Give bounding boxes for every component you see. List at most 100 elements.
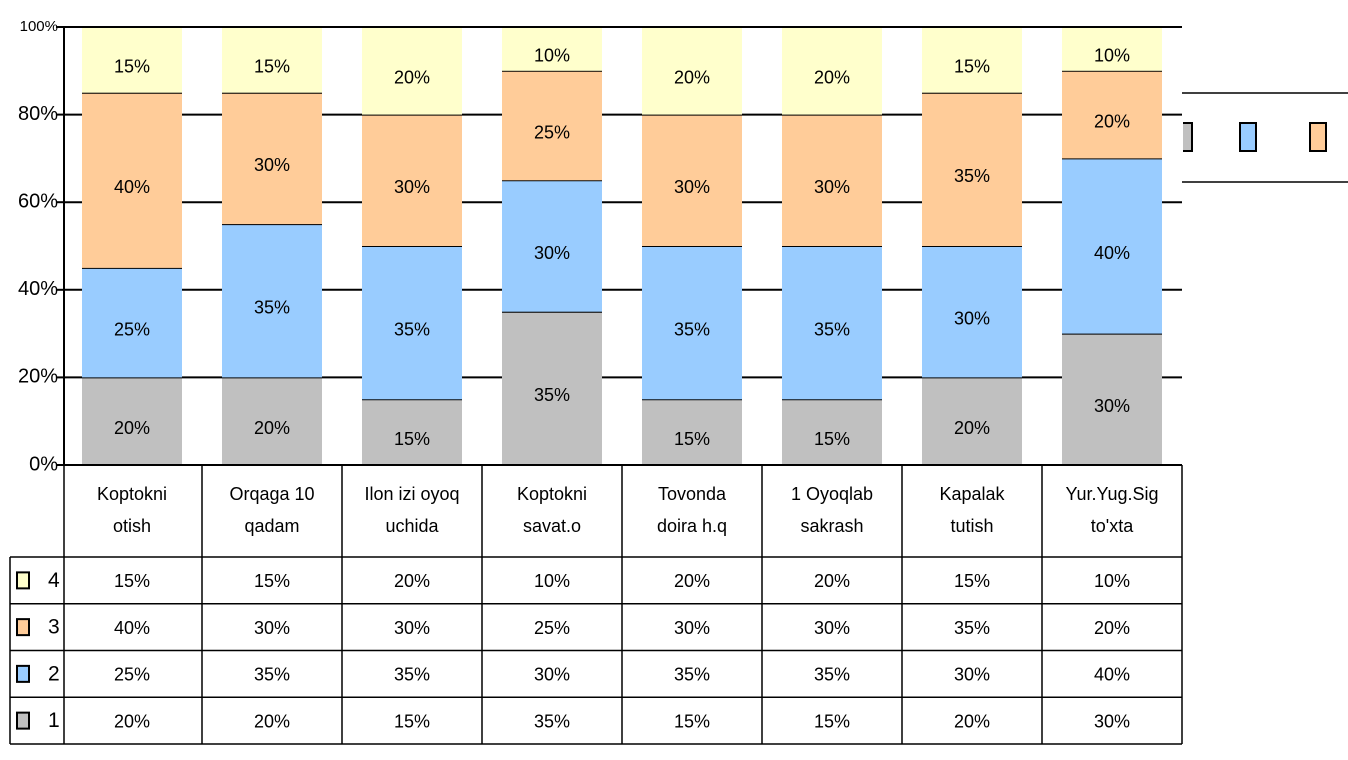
data-label: 30%	[674, 177, 710, 197]
table-cell: 15%	[394, 711, 430, 731]
category-label: 1 Oyoqlab sakrash	[790, 484, 874, 536]
bar-segment	[922, 377, 1022, 465]
table-cell: 15%	[674, 711, 710, 731]
bar-segment	[362, 114, 462, 246]
bar-segment	[82, 377, 182, 465]
legend-label: 1	[48, 709, 60, 732]
bar-segment	[1062, 70, 1162, 159]
bar-segment	[782, 246, 882, 400]
data-label: 20%	[1094, 111, 1130, 131]
table-cell: 15%	[814, 711, 850, 731]
table-cell: 20%	[1094, 618, 1130, 638]
bar-segment	[502, 311, 602, 465]
data-label: 15%	[114, 57, 150, 77]
table-cell: 30%	[394, 618, 430, 638]
table-cell: 30%	[814, 618, 850, 638]
bar-segment	[502, 180, 602, 312]
table-cell: 35%	[394, 665, 430, 685]
table-cell: 20%	[954, 711, 990, 731]
category-label: Yur.Yug.Sig to'xta	[1065, 484, 1159, 536]
category-label: Koptokni otish	[96, 484, 168, 536]
data-label: 15%	[674, 429, 710, 449]
legend-label: 3	[48, 616, 60, 639]
data-label: 30%	[814, 177, 850, 197]
bar-segment	[782, 114, 882, 246]
bar-segment	[362, 246, 462, 400]
bar-segment	[1062, 158, 1162, 334]
data-label: 40%	[114, 177, 150, 197]
data-label: 10%	[534, 46, 570, 66]
bar-segment	[782, 27, 882, 115]
bar-segment	[82, 27, 182, 93]
bar-segment	[922, 27, 1022, 93]
legend-key	[16, 571, 30, 590]
legend-label: 2	[48, 662, 60, 685]
y-tick-label: 20%	[18, 366, 58, 388]
table-cell: 20%	[394, 571, 430, 591]
y-tick-label: 60%	[18, 190, 58, 212]
y-tick-label: 80%	[18, 103, 58, 125]
bars: 20% 25% 40% 15% 20% 35% 30% 15% 15% 35% 30% 20% 35% 3…	[56, 26, 1182, 466]
legend-key	[16, 711, 30, 730]
data-label: 20%	[954, 418, 990, 438]
table-cell: 10%	[534, 571, 570, 591]
bar-segment	[362, 399, 462, 465]
bar-segment	[222, 377, 322, 465]
bar-segment	[362, 27, 462, 115]
bar-segment	[222, 27, 322, 93]
data-label: 20%	[254, 418, 290, 438]
table-cell: 35%	[534, 711, 570, 731]
data-label: 20%	[814, 68, 850, 88]
data-label: 15%	[954, 57, 990, 77]
table-cell: 30%	[534, 665, 570, 685]
table-keys: 1 2 3 4	[16, 569, 60, 732]
bar-segment	[782, 399, 882, 465]
data-label: 20%	[114, 418, 150, 438]
category-label: Ilon izi oyoq uchida	[364, 484, 460, 536]
data-label: 25%	[534, 122, 570, 142]
bar-segment	[1062, 333, 1162, 465]
table-cell: 35%	[814, 665, 850, 685]
data-label: 15%	[394, 429, 430, 449]
data-label: 35%	[674, 319, 710, 339]
data-label: 30%	[534, 243, 570, 263]
data-label: 30%	[254, 155, 290, 175]
bar-segment	[222, 224, 322, 378]
legend-label: 4	[48, 569, 60, 592]
table-cell: 30%	[1094, 711, 1130, 731]
legend-key	[1309, 122, 1327, 152]
table-cell: 25%	[534, 618, 570, 638]
bar-segment	[642, 399, 742, 465]
data-label: 15%	[254, 57, 290, 77]
data-table: 1 2 3 4 20% 20% 15% 35% 15% 15% 20% 30% 25% 35% 35% 30%…	[9, 465, 1183, 745]
table-cell: 30%	[674, 618, 710, 638]
data-label: 25%	[114, 319, 150, 339]
table-cell: 20%	[114, 711, 150, 731]
table-cell: 35%	[254, 665, 290, 685]
table-cell: 20%	[674, 571, 710, 591]
data-label: 35%	[954, 166, 990, 186]
bar-segment	[642, 114, 742, 246]
legend-key	[16, 618, 30, 637]
legend-key	[1183, 122, 1193, 152]
table-cell: 25%	[114, 665, 150, 685]
table-cell: 40%	[114, 618, 150, 638]
legend-key	[1239, 122, 1257, 152]
data-label: 35%	[534, 385, 570, 405]
data-label: 20%	[674, 68, 710, 88]
bar-segment	[922, 246, 1022, 378]
legend	[1183, 122, 1327, 152]
bar-segment	[922, 92, 1022, 246]
table-cell: 15%	[254, 571, 290, 591]
data-label: 35%	[254, 298, 290, 318]
data-label: 35%	[394, 319, 430, 339]
table-cell: 35%	[674, 665, 710, 685]
category-label: Koptokni savat.o	[516, 484, 588, 536]
data-label: 30%	[394, 177, 430, 197]
bar-segment	[82, 92, 182, 268]
table-cell: 10%	[1094, 571, 1130, 591]
data-label: 30%	[1094, 396, 1130, 416]
table-cell: 20%	[254, 711, 290, 731]
table-cell: 35%	[954, 618, 990, 638]
